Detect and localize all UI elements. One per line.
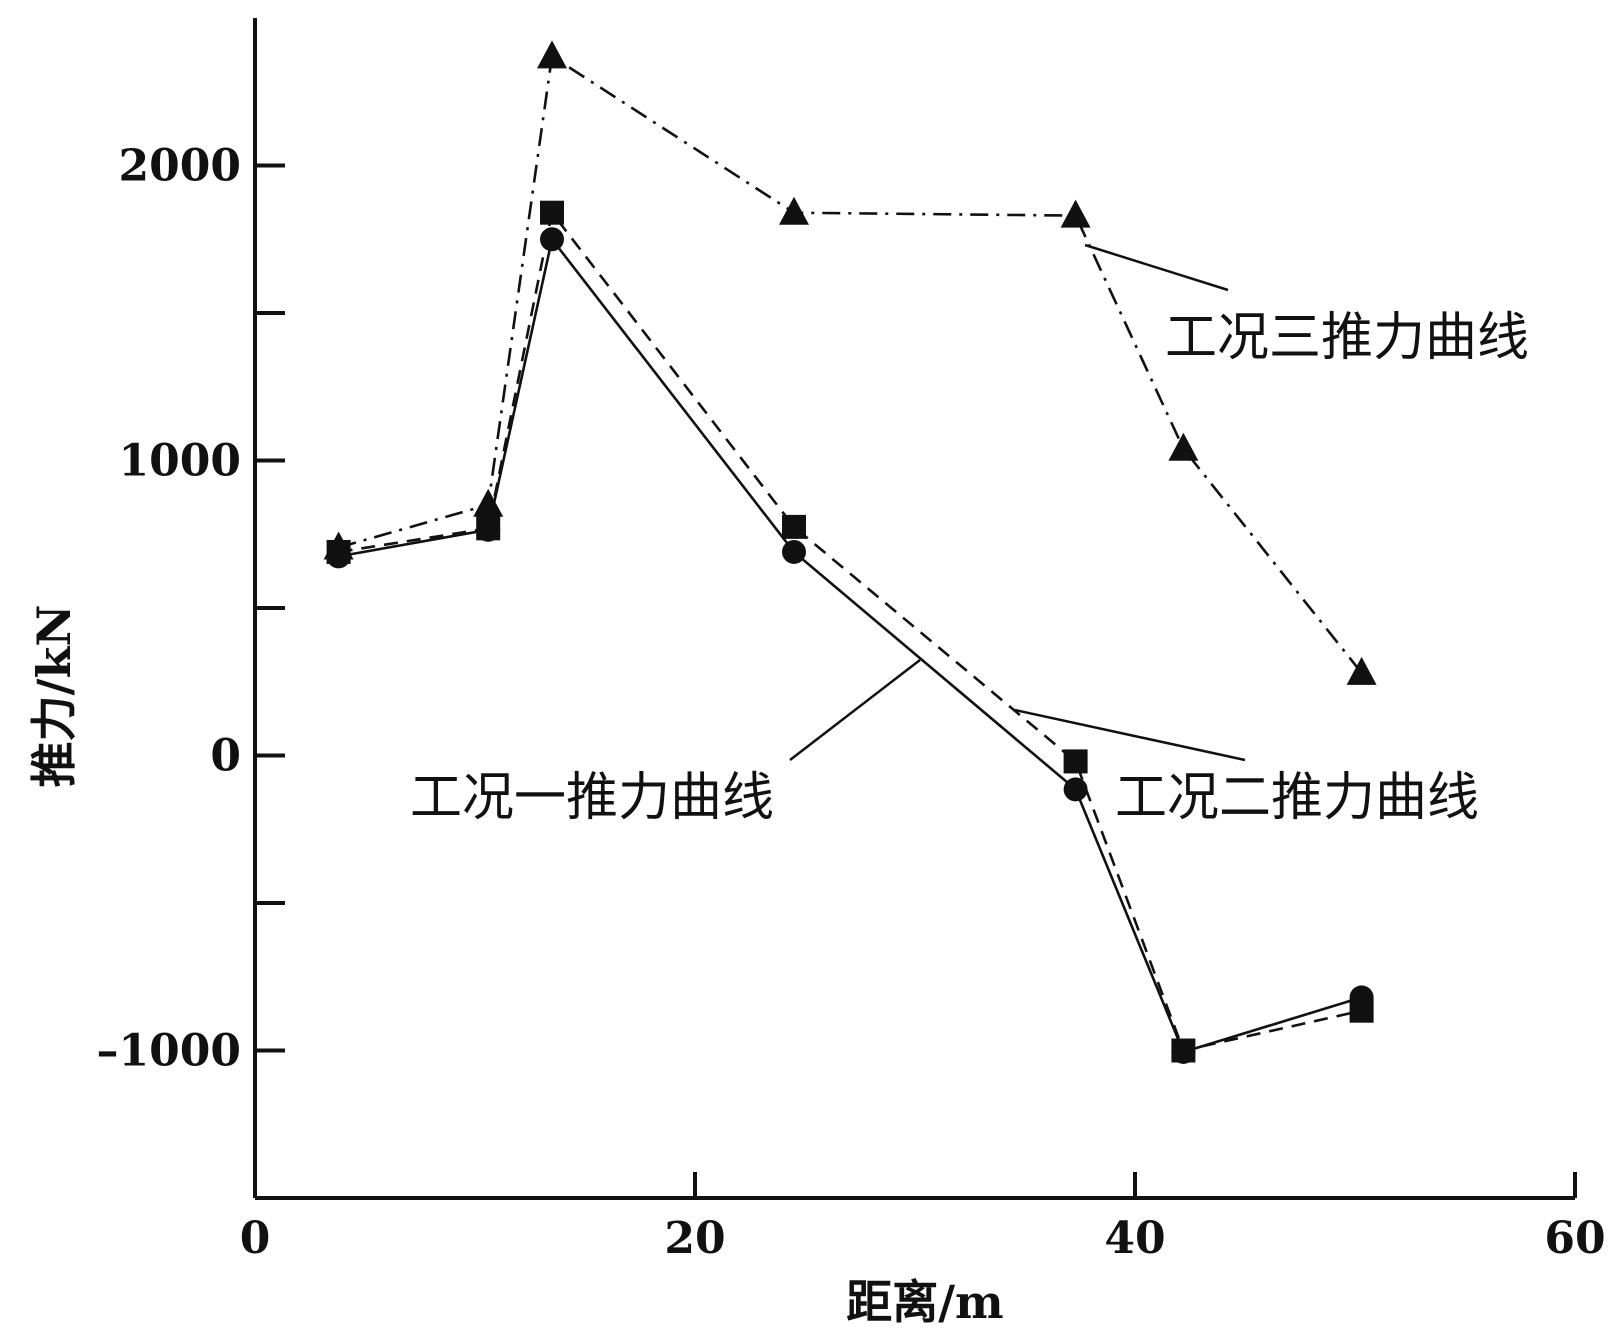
- data-point-triangle: [1168, 432, 1199, 461]
- y-tick-label: 2000: [119, 141, 241, 192]
- data-point-square: [1063, 749, 1088, 774]
- y-tick-label: 0: [210, 731, 241, 782]
- data-point-circle: [1349, 985, 1374, 1010]
- leader-line-case3: [1084, 243, 1229, 292]
- axes: [253, 18, 1575, 1200]
- data-point-triangle: [473, 488, 504, 517]
- data-point-triangle: [779, 196, 809, 225]
- data-point-circle: [1171, 1039, 1196, 1064]
- data-point-circle: [782, 539, 806, 564]
- data-point-circle: [1063, 777, 1088, 802]
- leader-line-case1: [789, 659, 921, 761]
- data-point-triangle: [537, 40, 567, 69]
- x-tick-label: 20: [664, 1213, 725, 1264]
- leader-line-case2: [1014, 708, 1246, 762]
- y-tick-label: 1000: [119, 436, 241, 487]
- y-tick-label: –1000: [97, 1026, 241, 1077]
- data-point-square: [540, 200, 564, 225]
- ticks: 0 20 40 60 –1000 0 1000 2000: [97, 141, 1606, 1265]
- annotation-case1: 工况一推力曲线: [410, 768, 774, 828]
- data-point-triangle: [1346, 656, 1377, 685]
- annotation-case3: 工况三推力曲线: [1165, 308, 1529, 368]
- data-point-square: [782, 514, 806, 539]
- series-layer: [323, 40, 1377, 1064]
- data-point-triangle: [1060, 199, 1091, 228]
- x-tick-label: 60: [1544, 1213, 1605, 1264]
- x-tick-label: 0: [240, 1213, 271, 1264]
- annotation-layer: 工况三推力曲线 工况一推力曲线 工况二推力曲线: [410, 243, 1529, 828]
- y-axis-label: 推力/kN: [27, 605, 81, 788]
- data-point-circle: [476, 517, 501, 542]
- annotation-case2: 工况二推力曲线: [1115, 768, 1479, 828]
- series-1: [326, 227, 1374, 1064]
- data-point-circle: [540, 227, 564, 252]
- x-axis-label: 距离/m: [846, 1275, 1003, 1329]
- x-tick-label: 40: [1104, 1213, 1165, 1264]
- data-point-circle: [326, 544, 351, 569]
